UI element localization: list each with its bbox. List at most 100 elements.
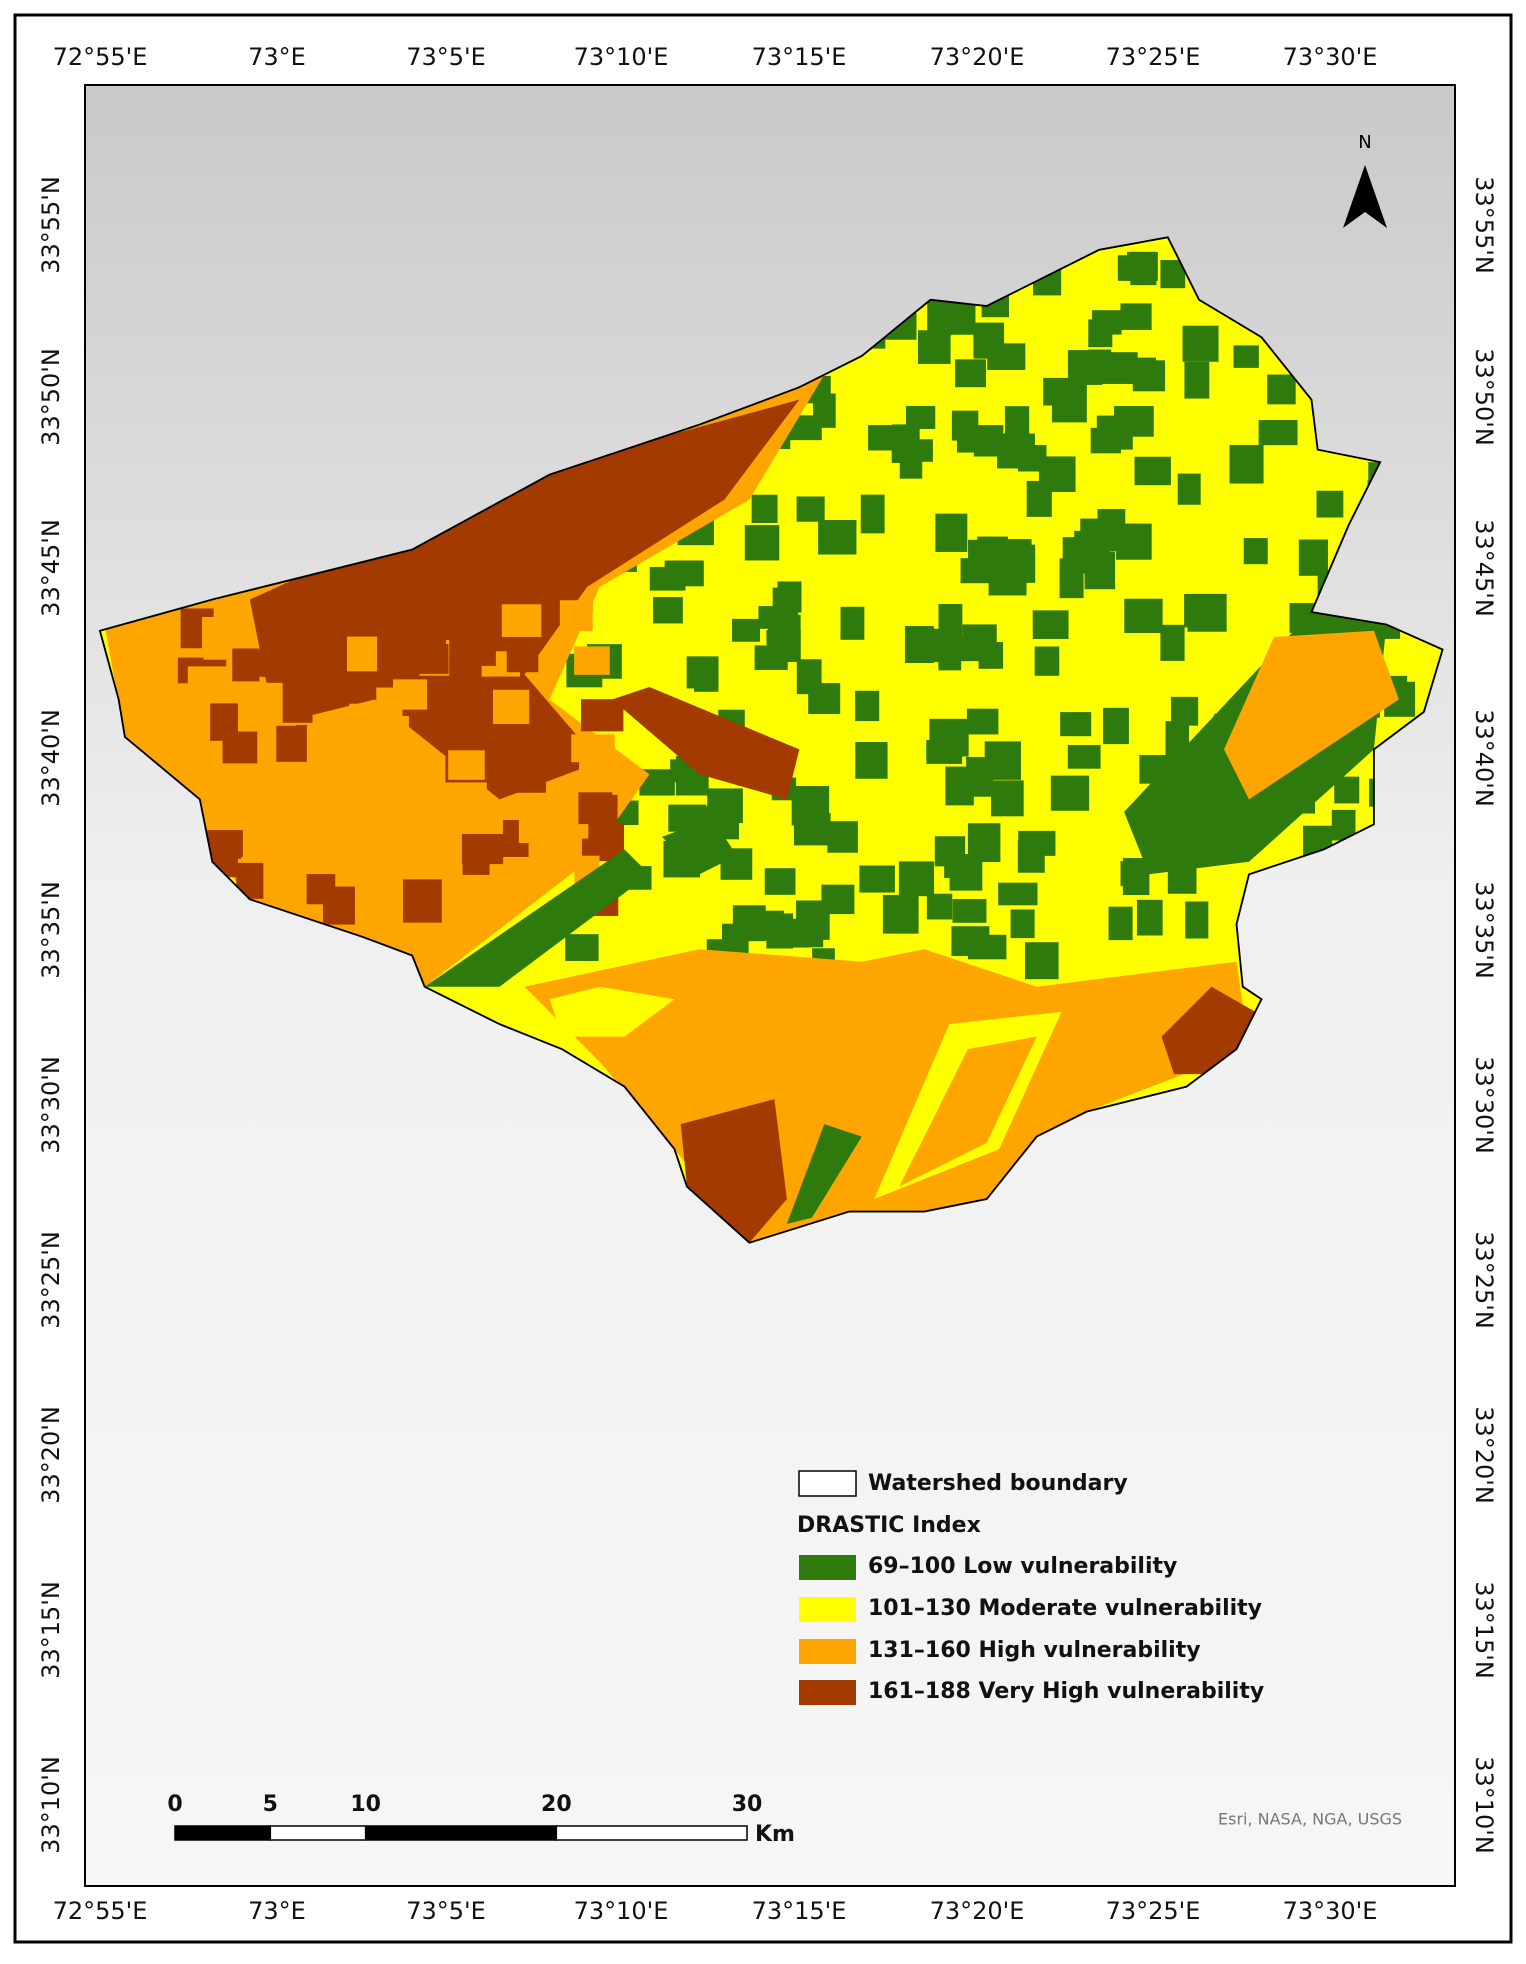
lat-label: 33°50'N [1470, 348, 1498, 446]
vulnerability-cell [1134, 456, 1171, 486]
lon-label: 73°5'E [406, 1897, 486, 1925]
vulnerability-cell [276, 724, 307, 762]
vulnerability-cell [764, 868, 796, 895]
vulnerability-cell [1051, 383, 1087, 423]
vulnerability-cell [973, 322, 1005, 359]
vulnerability-cell [492, 689, 530, 725]
vulnerability-cell [827, 821, 858, 853]
vulnerability-cell [448, 750, 485, 780]
vulnerability-cell [565, 934, 599, 961]
vulnerability-cell [792, 921, 824, 948]
legend-label: 131–160 High vulnerability [868, 1638, 1201, 1663]
vulnerability-cell [904, 626, 934, 664]
lon-label: 73°15'E [752, 1897, 847, 1925]
lat-label: 33°55'N [37, 176, 65, 274]
vulnerability-cell [967, 934, 1007, 960]
vulnerability-cell [938, 634, 962, 671]
vulnerability-cell [282, 680, 313, 723]
vulnerability-cell [905, 405, 936, 429]
vulnerability-cell [1229, 444, 1264, 484]
lon-label: 73°25'E [1106, 1897, 1201, 1925]
vulnerability-cell [1059, 558, 1084, 599]
vulnerability-cell [461, 833, 504, 865]
vulnerability-cell [311, 656, 339, 692]
vulnerability-cell [1184, 361, 1210, 399]
lon-label: 73°20'E [930, 1897, 1025, 1925]
vulnerability-cell [1103, 707, 1129, 745]
legend-title: DRASTIC Index [797, 1513, 981, 1538]
vulnerability-zone [661, 818, 737, 875]
vulnerability-cell [1010, 909, 1035, 939]
north-arrow: N [1343, 132, 1387, 228]
vulnerability-cell [322, 886, 355, 925]
vulnerability-cell [1243, 538, 1268, 565]
vulnerability-cell [1088, 349, 1112, 376]
legend-label: 69–100 Low vulnerability [868, 1554, 1177, 1579]
vulnerability-cell [1170, 696, 1199, 726]
vulnerability-cell [1120, 861, 1147, 887]
vulnerability-cell [346, 817, 380, 847]
vulnerability-zone [549, 986, 675, 1037]
vulnerability-cell [316, 717, 353, 749]
vulnerability-cell [346, 636, 378, 672]
vulnerability-cell [1038, 456, 1076, 493]
vulnerability-cell [581, 699, 624, 732]
vulnerability-cell [1067, 745, 1101, 769]
vulnerability-cell [202, 616, 235, 652]
legend-swatch [799, 1680, 856, 1705]
vulnerability-cell [926, 893, 953, 920]
vulnerability-cell [938, 603, 963, 642]
vulnerability-cell [882, 894, 919, 934]
scale-label: 30 [732, 1792, 763, 1817]
vulnerability-cell [796, 496, 825, 522]
vulnerability-cell [917, 330, 951, 364]
lon-label: 73°30'E [1283, 1897, 1378, 1925]
vulnerability-cell [793, 813, 831, 846]
scale-segment [269, 1825, 367, 1841]
lon-label: 73°E [248, 1897, 306, 1925]
scale-label: 20 [541, 1792, 572, 1817]
vulnerability-cell [1331, 809, 1356, 841]
vulnerability-cell [1032, 610, 1069, 639]
vulnerability-cell [859, 865, 895, 893]
vulnerability-cell [1100, 527, 1138, 552]
lon-label: 73°15'E [752, 43, 847, 71]
vulnerability-cell [966, 708, 999, 735]
lat-label: 33°25'N [1470, 1231, 1498, 1329]
lat-label: 33°45'N [1470, 519, 1498, 617]
lat-label: 33°55'N [1470, 176, 1498, 274]
lat-label: 33°20'N [37, 1406, 65, 1504]
vulnerability-zone [786, 1124, 862, 1225]
lat-label: 33°45'N [37, 519, 65, 617]
vulnerability-cell [991, 780, 1024, 817]
lat-label: 33°35'N [1470, 881, 1498, 979]
vulnerability-cell [400, 626, 438, 658]
scale-label: 5 [263, 1792, 278, 1817]
vulnerability-cell [967, 823, 1001, 863]
lat-label: 33°35'N [37, 881, 65, 979]
lon-label: 73°30'E [1283, 43, 1378, 71]
vulnerability-cell [202, 782, 244, 816]
vulnerability-cell [232, 648, 260, 682]
lon-label: 73°20'E [930, 43, 1025, 71]
vulnerability-cell [744, 525, 780, 561]
vulnerability-cell [1088, 319, 1113, 348]
vulnerability-cell [1185, 901, 1209, 939]
vulnerability-cell [1177, 473, 1201, 505]
vulnerability-cell [504, 763, 547, 793]
vulnerability-cell [952, 899, 987, 923]
vulnerability-cell [205, 830, 243, 858]
vulnerability-cell [571, 734, 615, 763]
vulnerability-cell [653, 597, 683, 624]
vulnerability-cell [578, 792, 613, 825]
lon-label: 73°E [248, 43, 306, 71]
lon-label: 72°55'E [53, 1897, 148, 1925]
legend-label: 161–188 Very High vulnerability [868, 1679, 1264, 1704]
lon-label: 72°55'E [53, 43, 148, 71]
scale-label: 10 [350, 1792, 381, 1817]
vulnerability-cell [766, 629, 801, 662]
attribution: Esri, NASA, NGA, USGS [1218, 1810, 1402, 1829]
vulnerability-cell [927, 296, 952, 336]
vulnerability-cell [1084, 551, 1116, 590]
vulnerability-cell [559, 600, 593, 632]
